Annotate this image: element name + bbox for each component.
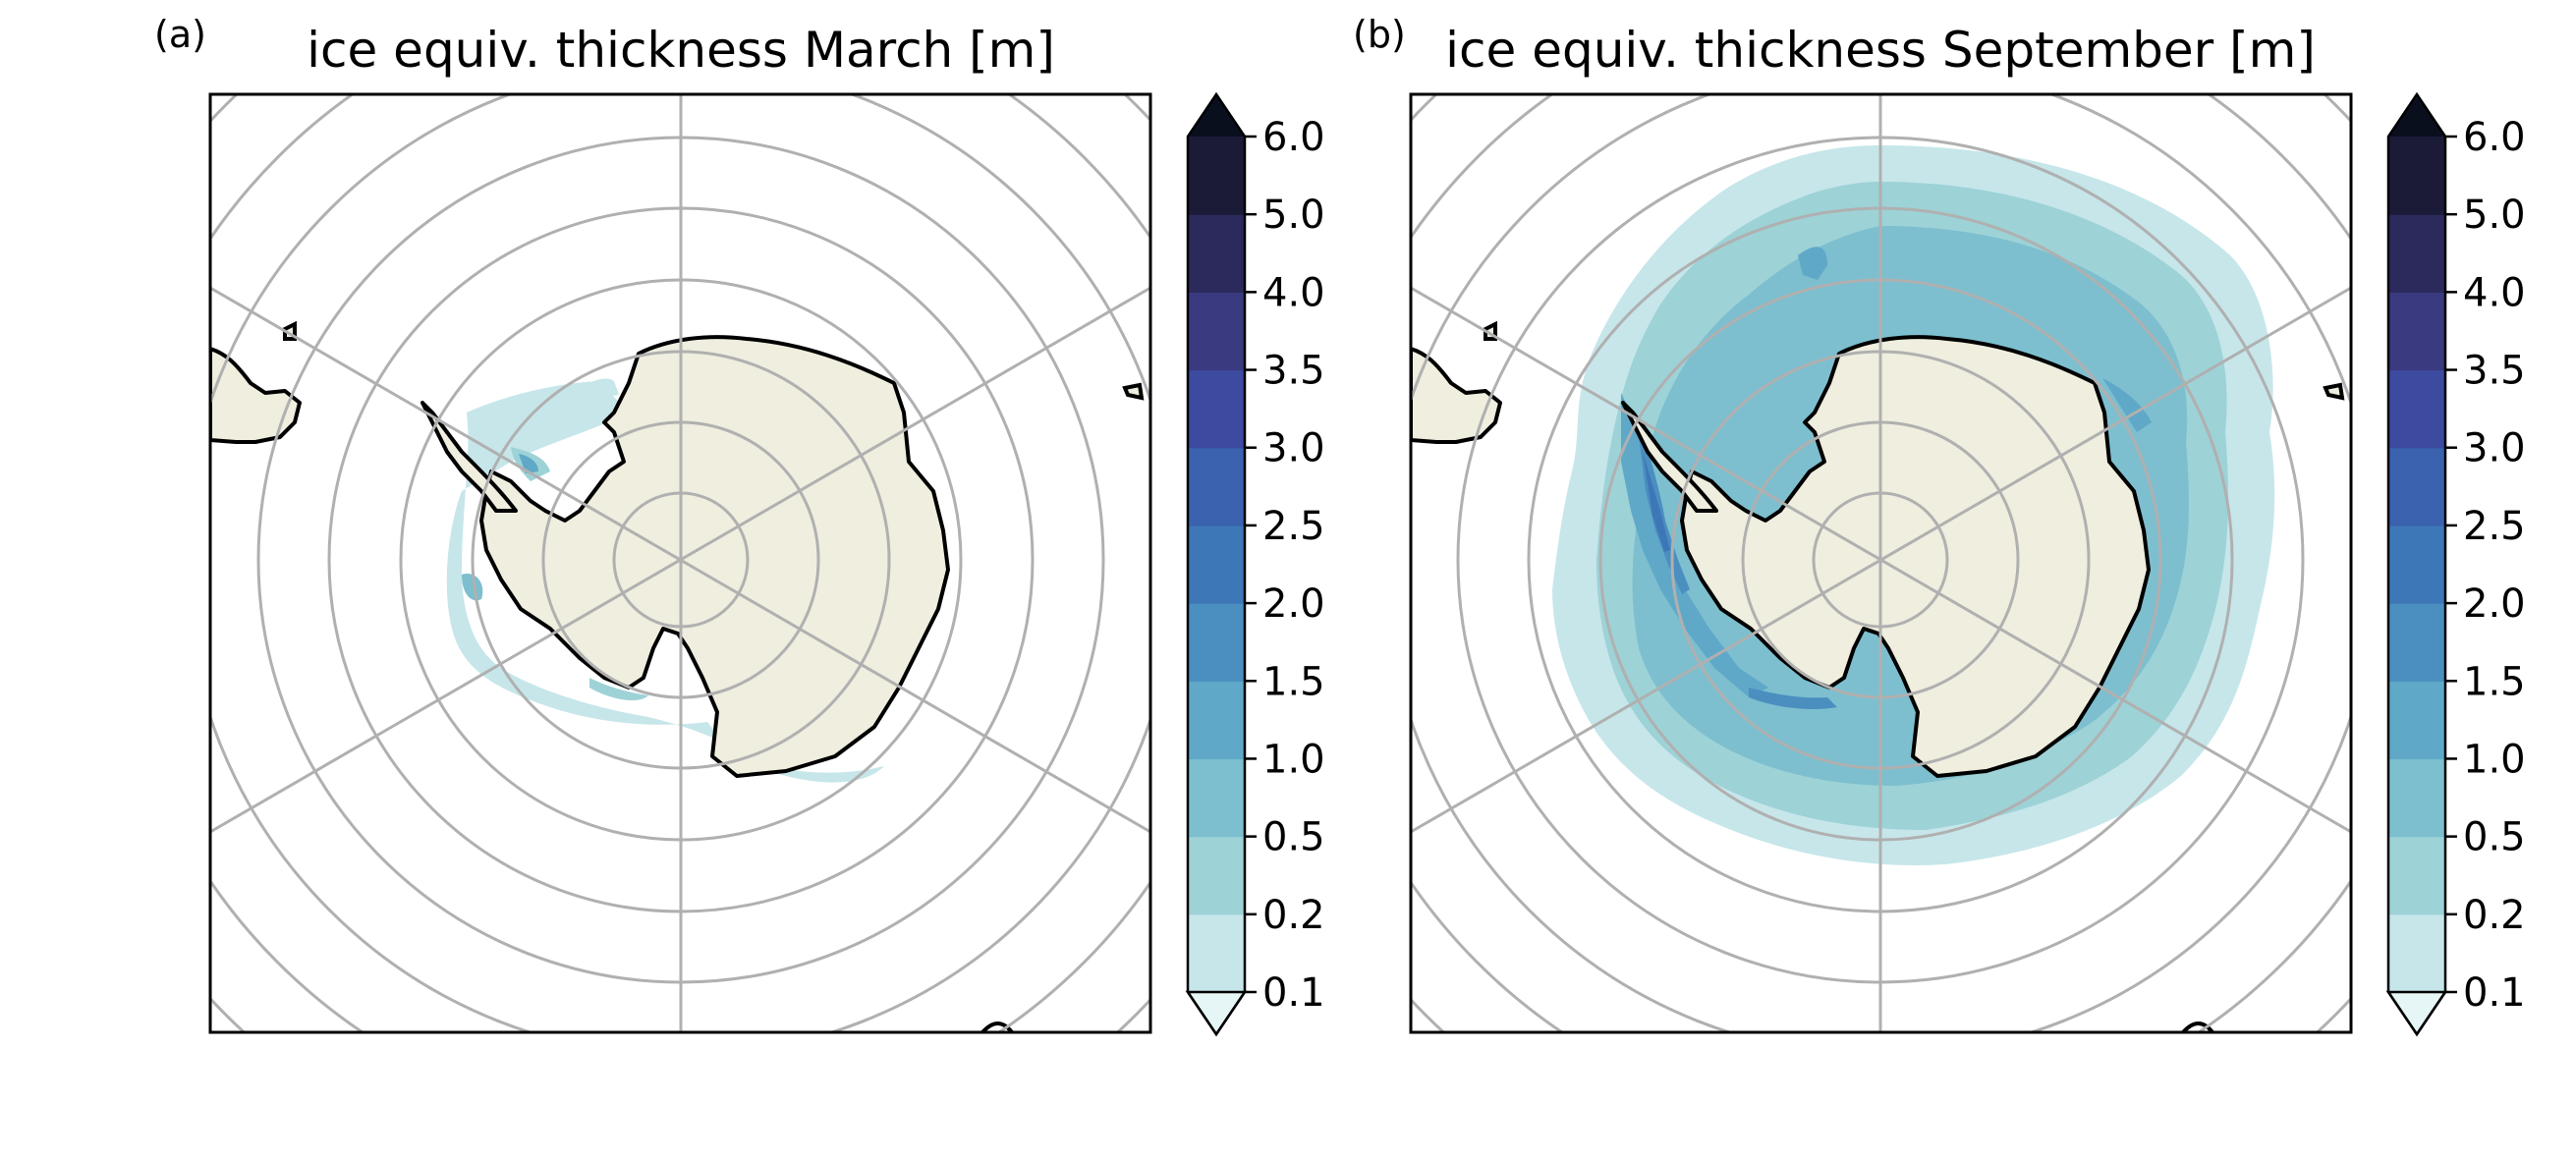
colorbar-tick-label-b-11: 6.0 [2463, 115, 2526, 160]
colorbar-bin-a-7 [1188, 447, 1245, 526]
colorbar-tick-label-b-2: 0.5 [2463, 815, 2526, 860]
sea-ice-band-a5 [519, 454, 538, 473]
colorbar-tick-label-b-4: 1.5 [2463, 659, 2526, 704]
colorbar-tick-label-b-5: 2.0 [2463, 581, 2526, 627]
colorbar-over-triangle-b [2388, 94, 2445, 137]
colorbar-tick-label-a-7: 3.0 [1262, 426, 1325, 471]
colorbar-b: 0.1 0.2 0.5 1.0 1.5 2.0 2.5 3.0 3.5 4.0 5.0 6.0 [2385, 91, 2526, 1037]
colorbar-bin-b-7 [2388, 447, 2445, 526]
colorbar-tick-label-a-0: 0.1 [1262, 970, 1325, 1016]
sea-ice-band-b5 [1636, 413, 1690, 594]
colorbar-bin-b-8 [2388, 369, 2445, 449]
island-a2 [1122, 382, 1145, 401]
colorbar-tick-label-b-7: 3.0 [2463, 426, 2526, 471]
colorbar-bin-b-11 [2388, 137, 2445, 215]
south-america-b [1411, 347, 1502, 444]
colorbar-bin-a-5 [1188, 603, 1245, 682]
antarctica-land-b [1680, 335, 2151, 778]
map-frame-b [1409, 92, 2353, 1034]
panel-label-b: (b) [1353, 13, 1406, 56]
graticule-b [1411, 94, 2351, 1032]
meridian-b3 [1411, 286, 2351, 834]
colorbar-bin-b-10 [2388, 214, 2445, 293]
colorbar-bin-a-9 [1188, 292, 1245, 371]
colorbar-tick-label-a-3: 1.0 [1262, 737, 1325, 782]
colorbar-tick-label-b-3: 1.0 [2463, 737, 2526, 782]
graticule-a [210, 94, 1150, 1032]
sea-ice-band-b7 [1798, 247, 1827, 280]
colorbar-tick-label-b-1: 0.2 [2463, 893, 2526, 938]
colorbar-bin-a-11 [1188, 137, 1245, 215]
panel-title-a: ice equiv. thickness March [m] [307, 22, 1055, 79]
colorbar-under-triangle-b [2385, 990, 2448, 1037]
colorbar-bin-a-1 [1188, 913, 1245, 993]
south-america-a [210, 347, 302, 444]
panel-title-b: ice equiv. thickness September [m] [1445, 22, 2316, 79]
colorbar-bins-b [2388, 137, 2445, 993]
colorbar-bin-a-3 [1188, 758, 1245, 838]
sea-ice-band-b8 [2102, 378, 2152, 432]
panel-label-a: (a) [154, 13, 206, 56]
colorbar-tick-label-a-2: 0.5 [1262, 815, 1325, 860]
sea-ice-band-b6 [1643, 452, 1670, 552]
colorbar-tick-label-b-0: 0.1 [2463, 970, 2526, 1016]
sea-ice-band-b9 [1749, 688, 1837, 709]
colorbar-bin-a-10 [1188, 214, 1245, 293]
map-area-b [1411, 94, 2351, 1032]
colorbar-bin-b-9 [2388, 292, 2445, 371]
colorbar-over-triangle-a [1188, 94, 1245, 137]
colorbar-tick-label-a-9: 4.0 [1262, 270, 1325, 315]
colorbar-bin-b-3 [2388, 758, 2445, 838]
map-frame-a [208, 92, 1152, 1034]
colorbar-tick-label-a-6: 2.5 [1262, 504, 1325, 549]
colorbar-bin-a-8 [1188, 369, 1245, 449]
colorbar-tick-label-b-8: 3.5 [2463, 349, 2526, 394]
coast-fragment-b [2181, 1022, 2214, 1032]
colorbar-tick-label-a-11: 6.0 [1262, 115, 1325, 160]
peninsula-b [1621, 401, 1718, 513]
colorbar-tick-label-a-10: 5.0 [1262, 193, 1325, 238]
colorbar-bins-a [1188, 137, 1245, 993]
map-area-a [210, 94, 1150, 1032]
colorbar-bin-b-4 [2388, 681, 2445, 760]
colorbar-bin-a-2 [1188, 836, 1245, 915]
colorbar-tick-label-a-4: 1.5 [1262, 659, 1325, 704]
sea-ice-a [446, 378, 884, 783]
antarctica-land-a [479, 335, 950, 778]
panel-b: (b) ice equiv. thickness September [m] [1353, 13, 2526, 1037]
colorbar-bin-b-5 [2388, 603, 2445, 682]
colorbar-ticks-b: 0.1 0.2 0.5 1.0 1.5 2.0 2.5 3.0 3.5 4.0 5.0 6.0 [2445, 115, 2526, 1016]
peninsula-a [420, 401, 518, 513]
colorbar-bin-a-6 [1188, 525, 1245, 604]
colorbar-ticks-a: 0.1 0.2 0.5 1.0 1.5 2.0 2.5 3.0 3.5 4.0 5.0 6.0 [1245, 115, 1325, 1016]
colorbar-tick-label-a-8: 3.5 [1262, 349, 1325, 394]
sea-ice-band-a1 [446, 381, 884, 783]
coast-fragment-a [980, 1022, 1014, 1032]
sea-ice-band-a6 [589, 678, 648, 701]
panel-a: (a) ice equiv. thickness March [m] [154, 13, 1325, 1037]
colorbar-bin-b-2 [2388, 836, 2445, 915]
colorbar-under-triangle-a [1185, 990, 1248, 1037]
meridian-a3 [210, 286, 1150, 834]
colorbar-tick-label-b-9: 4.0 [2463, 270, 2526, 315]
colorbar-tick-label-a-1: 0.2 [1262, 893, 1325, 938]
colorbar-bin-b-1 [2388, 913, 2445, 993]
colorbar-tick-label-b-10: 5.0 [2463, 193, 2526, 238]
sea-ice-band-b4 [1621, 393, 1768, 697]
sea-ice-band-a4 [462, 574, 483, 601]
sea-ice-band-a2 [589, 378, 619, 397]
colorbar-tick-label-b-6: 2.5 [2463, 504, 2526, 549]
colorbar-tick-label-a-5: 2.0 [1262, 581, 1325, 627]
island-b2 [2323, 382, 2345, 401]
colorbar-bin-a-4 [1188, 681, 1245, 760]
colorbar-bin-b-6 [2388, 525, 2445, 604]
colorbar-a: 0.1 0.2 0.5 1.0 1.5 2.0 2.5 3.0 3.5 4.0 5.0 6.0 [1185, 91, 1325, 1037]
